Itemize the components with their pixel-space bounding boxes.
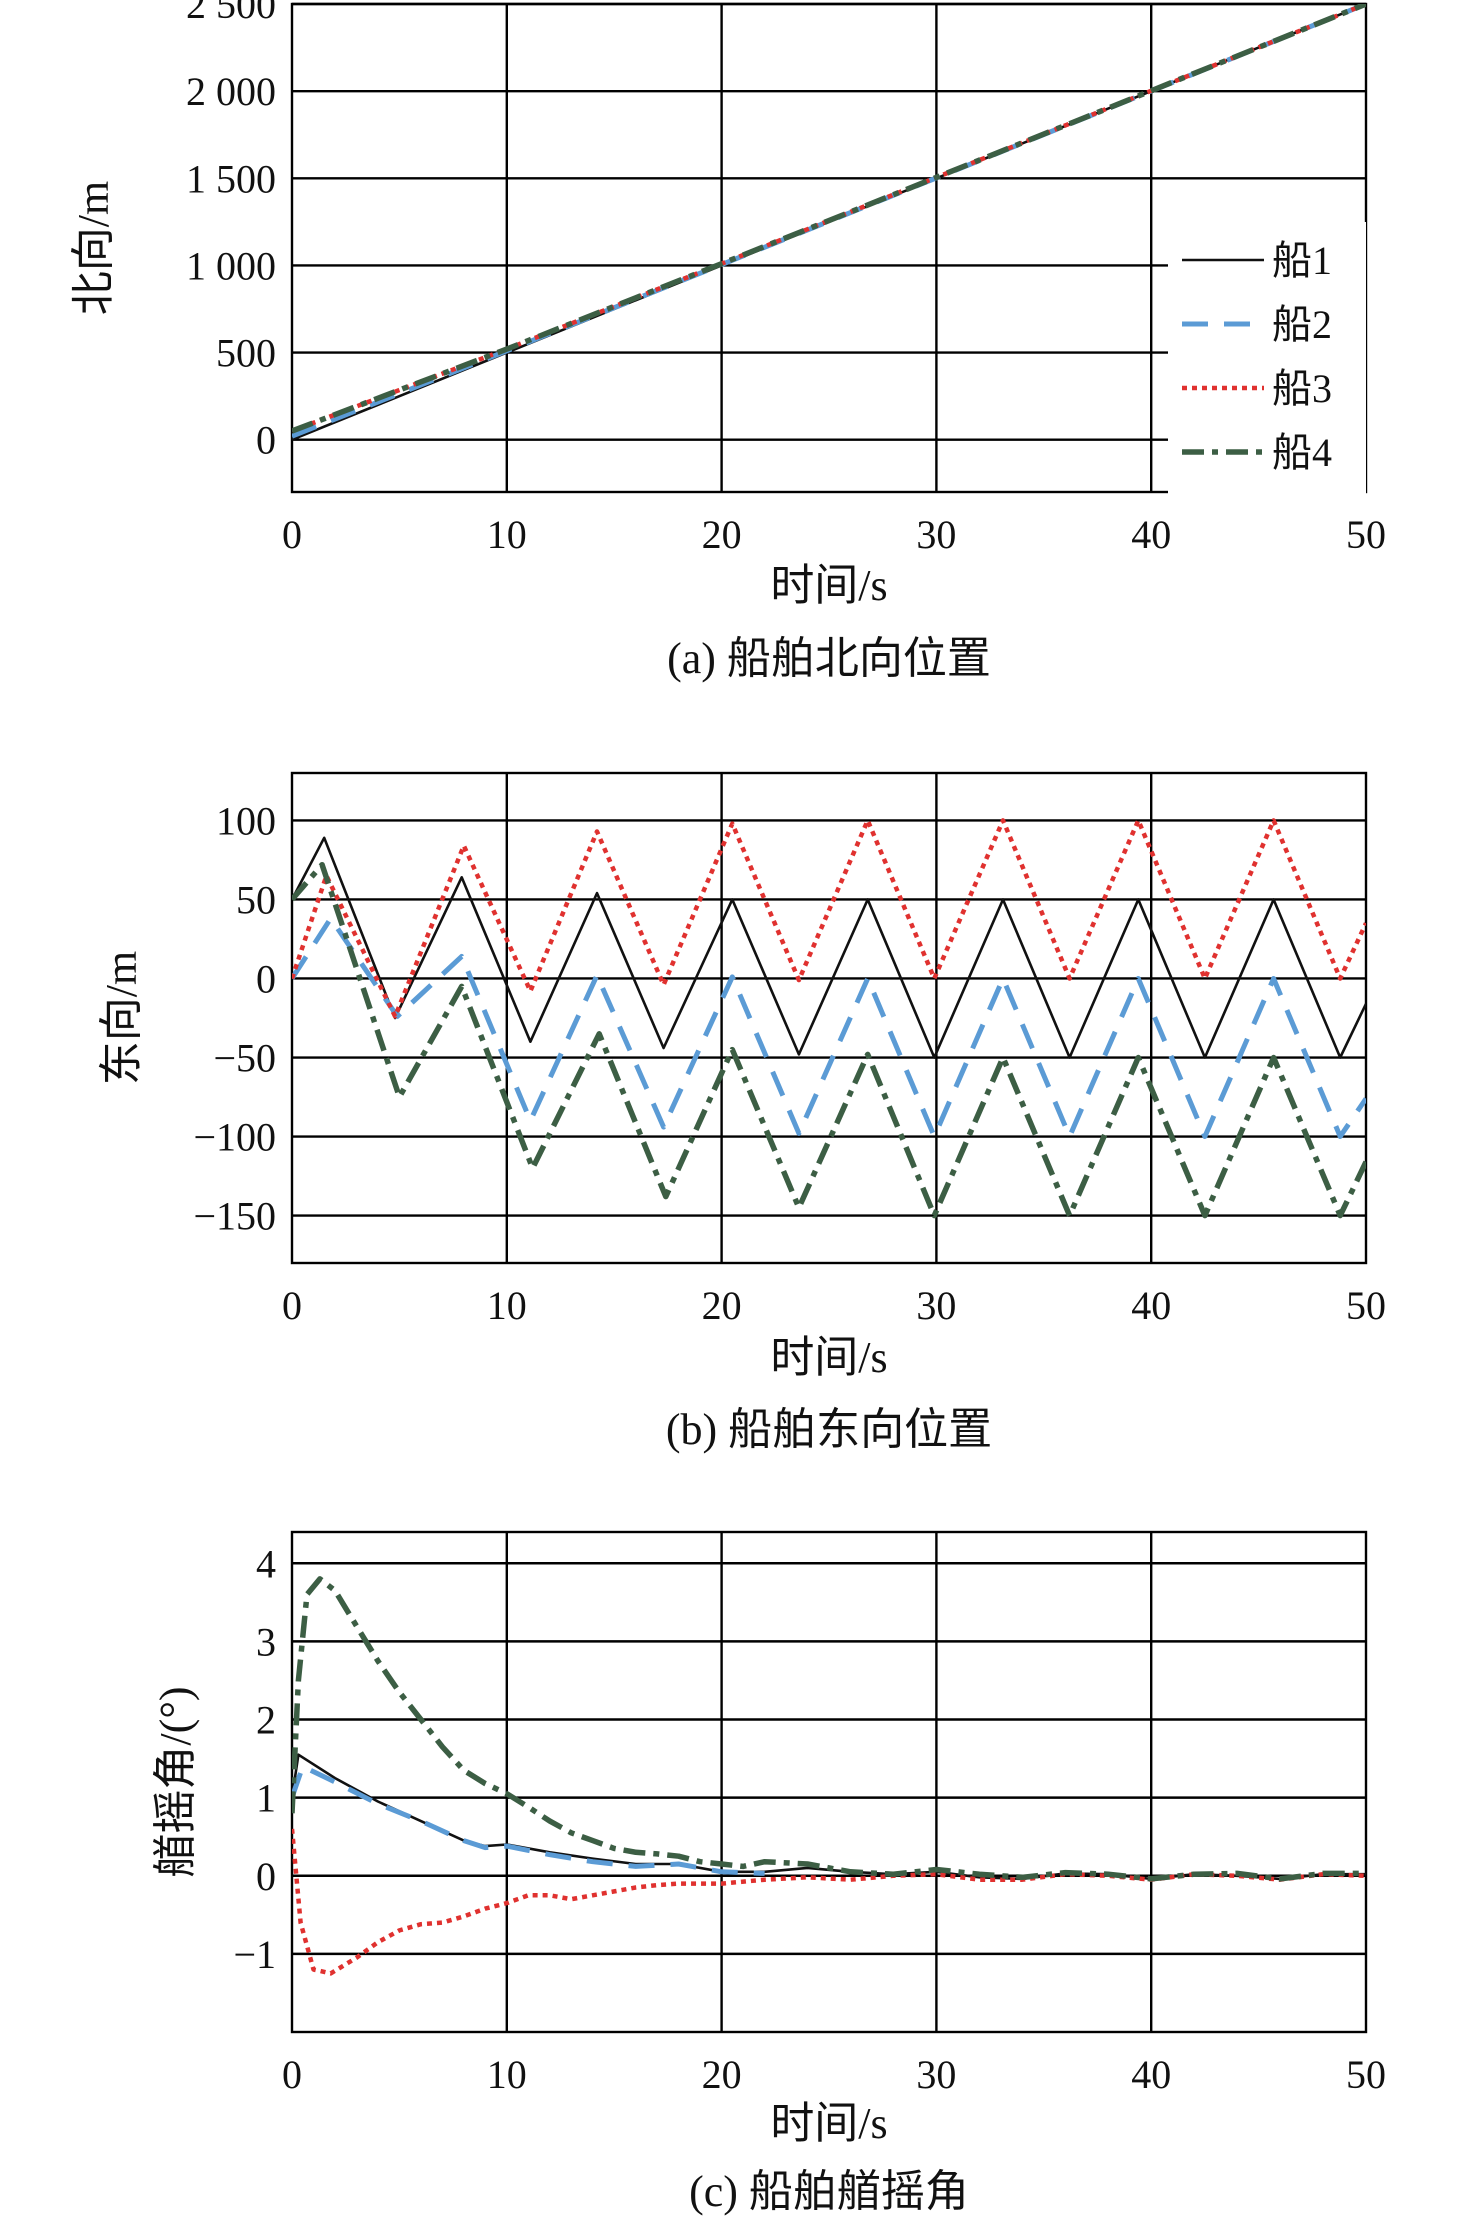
y-tick-label: 100 <box>216 798 276 843</box>
y-tick-label: 1 500 <box>186 156 276 201</box>
plot-frame <box>290 771 1368 1265</box>
x-tick-label: 20 <box>702 512 742 557</box>
y-tick-label: 4 <box>256 1541 276 1586</box>
series-line-ship2 <box>292 915 1366 1139</box>
y-tick-label: 0 <box>256 1854 276 1899</box>
y-tick-label: 2 500 <box>186 0 276 27</box>
x-axis-title: 时间/s <box>770 561 887 610</box>
series-line-ship3 <box>292 1828 1366 1976</box>
x-tick-label: 20 <box>702 2052 742 2097</box>
chart-caption: (b) 船舶东向位置 <box>666 1405 992 1454</box>
y-axis-title: 东向/m <box>97 951 146 1085</box>
y-tick-label: 500 <box>216 331 276 376</box>
y-tick-label: 2 000 <box>186 69 276 114</box>
yaw-angle-chart: 0 10 20 30 40 50 −1 0 1 2 3 4 时间/s 艏摇角/(°) (c) 船舶艏摇角 <box>151 1530 1386 2216</box>
y-tick-label: −50 <box>213 1036 276 1081</box>
series-line-ship4 <box>292 4 1366 434</box>
x-tick-label: 20 <box>702 1283 742 1328</box>
series-line-ship3 <box>292 818 1366 1019</box>
east-position-chart: 0 10 20 30 40 50 −150 −100 −50 0 50 100 时间/s 东向/m (b) … <box>97 771 1386 1454</box>
y-axis-title: 艏摇角/(°) <box>151 1686 200 1877</box>
y-tick-label: 2 <box>256 1698 276 1743</box>
series-line-ship4 <box>292 861 1366 1219</box>
x-tick-label: 30 <box>916 512 956 557</box>
y-tick-label: 1 <box>256 1776 276 1821</box>
x-tick-label: 50 <box>1346 1283 1386 1328</box>
y-tick-label: 1 000 <box>186 243 276 288</box>
x-axis-title: 时间/s <box>770 1333 887 1382</box>
series-line-ship1 <box>292 836 1366 1059</box>
y-tick-label: −1 <box>233 1932 276 1977</box>
x-axis-title: 时间/s <box>770 2099 887 2148</box>
chart-caption: (c) 船舶艏摇角 <box>689 2167 969 2216</box>
x-tick-label: 30 <box>916 2052 956 2097</box>
legend: 船1 船2 船3 船4 <box>1168 222 1366 498</box>
y-tick-label: 0 <box>256 956 276 1001</box>
x-tick-label: 40 <box>1131 1283 1171 1328</box>
x-tick-label: 10 <box>487 1283 527 1328</box>
y-tick-label: 50 <box>236 877 276 922</box>
y-tick-label: 3 <box>256 1619 276 1664</box>
y-tick-label: 0 <box>256 418 276 463</box>
y-tick-label: −150 <box>193 1194 276 1239</box>
legend-label-ship3: 船3 <box>1272 366 1332 411</box>
chart-caption: (a) 船舶北向位置 <box>667 634 991 683</box>
legend-label-ship2: 船2 <box>1272 302 1332 347</box>
plot-frame <box>290 1530 1368 2034</box>
x-tick-label: 0 <box>282 512 302 557</box>
legend-label-ship4: 船4 <box>1272 430 1332 475</box>
legend-label-ship1: 船1 <box>1272 238 1332 283</box>
series-line-ship1 <box>292 1753 1366 1881</box>
x-tick-label: 0 <box>282 2052 302 2097</box>
x-tick-label: 50 <box>1346 512 1386 557</box>
series-line-ship4 <box>292 1576 1366 1882</box>
x-tick-label: 50 <box>1346 2052 1386 2097</box>
y-axis-title: 北向/m <box>69 181 118 315</box>
x-tick-label: 40 <box>1131 512 1171 557</box>
series-line-ship2 <box>292 1763 765 1876</box>
y-tick-label: −100 <box>193 1115 276 1160</box>
x-tick-label: 30 <box>916 1283 956 1328</box>
x-tick-label: 0 <box>282 1283 302 1328</box>
x-tick-label: 10 <box>487 512 527 557</box>
x-tick-label: 10 <box>487 2052 527 2097</box>
x-tick-label: 40 <box>1131 2052 1171 2097</box>
